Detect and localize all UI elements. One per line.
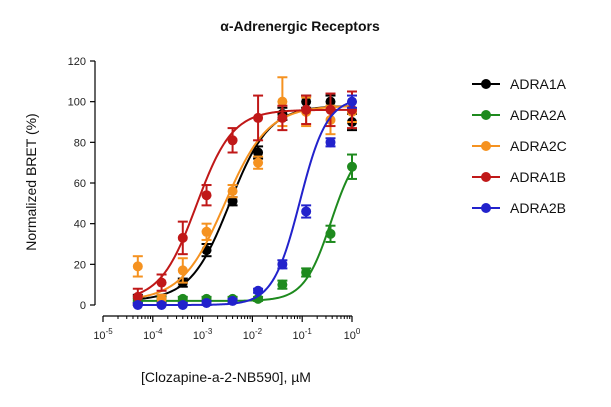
data-point <box>201 297 212 308</box>
data-point <box>177 300 188 310</box>
y-tick-label: 80 <box>74 137 86 149</box>
data-point <box>156 277 167 288</box>
data-point <box>325 104 336 115</box>
data-point <box>301 206 312 217</box>
y-tick-label: 40 <box>74 219 86 231</box>
legend-item-ADRA1A: ADRA1A <box>472 76 567 92</box>
legend-label: ADRA1A <box>510 76 567 92</box>
x-tick-label: 100 <box>344 327 361 342</box>
series-ADRA2B <box>132 94 357 310</box>
y-tick-label: 100 <box>68 97 86 109</box>
fit-curve <box>136 100 353 306</box>
legend-item-ADRA2C: ADRA2C <box>472 138 567 154</box>
legend-marker <box>481 110 491 120</box>
legend-label: ADRA1B <box>510 169 566 185</box>
data-point <box>227 135 238 146</box>
legend-label: ADRA2A <box>510 107 567 123</box>
y-axis-title: Normalized BRET (%) <box>23 113 39 250</box>
data-point <box>277 112 288 123</box>
legend-item-ADRA1B: ADRA1B <box>472 169 566 185</box>
legend-item-ADRA2B: ADRA2B <box>472 200 566 216</box>
data-point <box>325 137 336 148</box>
data-point <box>177 232 188 243</box>
fit-curve <box>136 108 353 296</box>
data-point <box>253 112 264 123</box>
legend-marker <box>481 141 491 151</box>
data-point <box>132 291 143 302</box>
series-ADRA1B <box>132 90 357 306</box>
data-point <box>325 228 336 239</box>
x-tick-label: 10-1 <box>293 327 313 342</box>
data-point <box>277 96 288 107</box>
data-point <box>347 161 357 172</box>
data-point <box>253 147 264 158</box>
data-point <box>132 300 143 310</box>
data-point <box>347 96 357 107</box>
y-tick-label: 20 <box>74 259 86 271</box>
data-point <box>301 104 312 115</box>
x-tick-label: 10-2 <box>243 327 263 342</box>
data-point <box>156 300 167 310</box>
data-point <box>201 190 212 201</box>
legend-marker <box>481 172 491 182</box>
legend-label: ADRA2B <box>510 200 566 216</box>
fit-curve <box>136 169 353 302</box>
axes: 0 20 40 60 80 100 120 10-5 10-4 10-3 10-2 10-1 100 <box>68 56 361 342</box>
y-tick-label: 60 <box>74 178 86 190</box>
legend-marker <box>481 203 491 213</box>
data-point <box>201 226 212 237</box>
legend: ADRA1A ADRA2A ADRA2C ADRA1B ADRA2B <box>472 76 567 216</box>
legend-marker <box>481 79 491 89</box>
data-point <box>277 279 288 290</box>
data-point <box>253 285 264 296</box>
data-point <box>253 157 264 168</box>
x-axis-title: [Clozapine-a-2-NB590], µM <box>141 369 311 385</box>
fit-curve <box>136 105 353 299</box>
legend-label: ADRA2C <box>510 138 567 154</box>
data-point <box>132 261 143 272</box>
data-point <box>301 267 312 278</box>
data-point <box>227 196 238 207</box>
x-tick-label: 10-4 <box>143 327 163 342</box>
plot-area <box>132 76 357 310</box>
chart-title: α-Adrenergic Receptors <box>220 18 380 34</box>
legend-item-ADRA2A: ADRA2A <box>472 107 567 123</box>
y-tick-label: 0 <box>80 300 86 312</box>
data-point <box>227 295 238 306</box>
data-point <box>227 186 238 197</box>
x-tick-label: 10-3 <box>193 327 213 342</box>
x-tick-label: 10-5 <box>93 327 113 342</box>
data-point <box>277 259 288 270</box>
data-point <box>177 265 188 276</box>
y-tick-label: 120 <box>68 56 86 68</box>
